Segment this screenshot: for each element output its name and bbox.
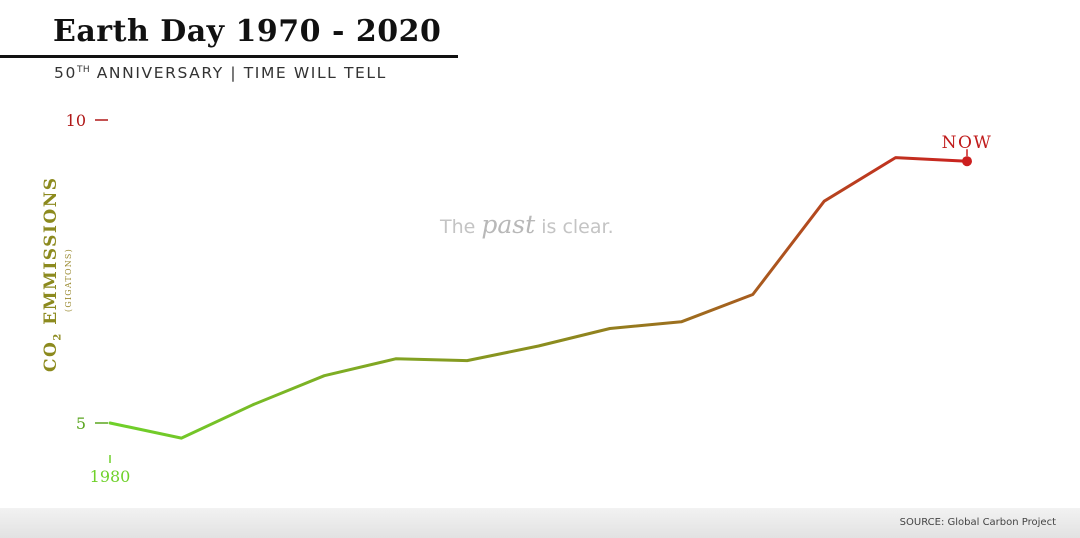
subtitle-text: ANNIVERSARY | TIME WILL TELL [90,64,387,82]
annotation-after: is clear. [535,216,614,238]
subtitle-number: 50 [54,64,77,82]
end-point-marker [962,156,972,167]
subtitle: 50TH ANNIVERSARY | TIME WILL TELL [54,64,387,82]
emissions-series-line [108,156,969,440]
footer-bar: SOURCE: Global Carbon Project [0,508,1080,538]
y-tick-label: 10 [66,111,86,130]
y-tick-label: 5 [76,414,86,433]
emissions-chart: 5 10 1980 NOW [66,111,993,486]
annotation-emphasis: past [481,210,536,239]
source-credit: SOURCE: Global Carbon Project [899,517,1056,528]
annotation-before: The [440,216,482,238]
subtitle-ordinal: TH [76,64,91,75]
x-tick-label: 1980 [90,467,131,486]
chart-annotation: The past is clear. [440,210,614,239]
page-title: Earth Day 1970 - 2020 [53,14,442,49]
end-point-label: NOW [942,133,993,153]
title-underline [0,55,458,58]
